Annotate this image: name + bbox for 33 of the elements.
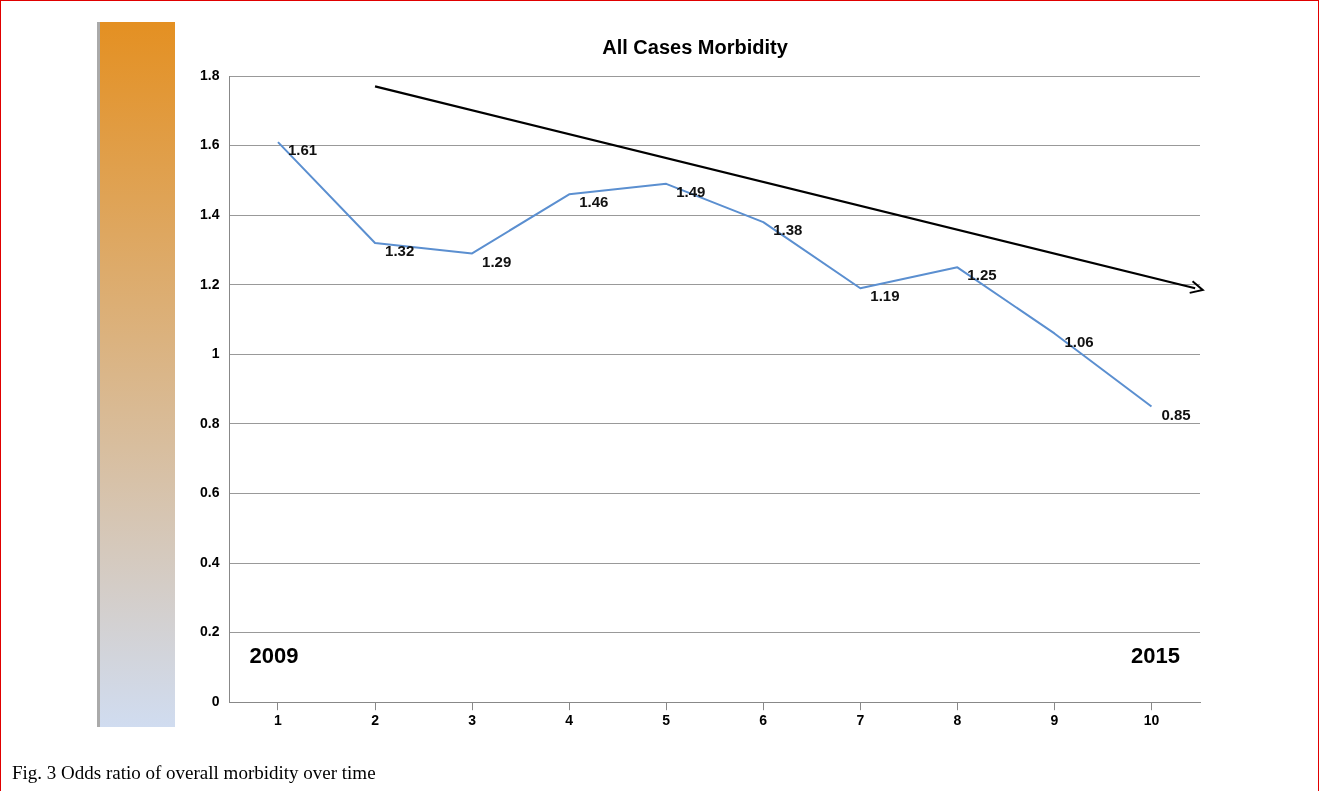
x-tick-label: 9 [1050, 712, 1059, 729]
data-label: 1.32 [385, 242, 415, 260]
data-label: 1.38 [773, 221, 803, 239]
y-tick-label: 0.2 [199, 623, 220, 640]
y-tick-label: 1 [211, 345, 220, 362]
x-tick-label: 1 [274, 712, 283, 729]
x-tick-label: 2 [371, 712, 380, 729]
data-label: 1.19 [870, 287, 900, 305]
caption: Fig. 3 Odds ratio of overall morbidity over time [12, 762, 376, 784]
data-label: 1.06 [1064, 332, 1094, 350]
x-tick-label: 8 [953, 712, 962, 729]
y-tick-label: 0.6 [199, 484, 220, 501]
y-tick-label: 1.4 [199, 206, 220, 223]
annotation: 2009 [249, 643, 299, 669]
data-label: 0.85 [1161, 405, 1191, 423]
y-tick-label: 0.8 [199, 414, 220, 431]
y-tick-label: 0.4 [199, 553, 220, 570]
y-tick-label: 1.8 [199, 66, 220, 83]
data-label: 1.46 [579, 193, 609, 211]
data-label: 1.61 [287, 141, 318, 159]
data-label: 1.25 [967, 266, 997, 284]
x-tick-label: 6 [759, 712, 768, 729]
x-tick-label: 7 [856, 712, 865, 729]
y-tick-label: 1.6 [199, 136, 220, 153]
chart-title: All Cases Morbidity [602, 35, 789, 58]
annotation: 2015 [1131, 643, 1180, 669]
x-tick-label: 4 [565, 712, 574, 729]
y-tick-label: 1.2 [199, 275, 220, 292]
data-label: 1.29 [482, 252, 512, 270]
x-tick-label: 3 [468, 712, 477, 729]
y-tick-label: 0 [211, 693, 220, 710]
x-tick-label: 5 [662, 712, 671, 729]
x-tick-label: 10 [1143, 712, 1160, 729]
